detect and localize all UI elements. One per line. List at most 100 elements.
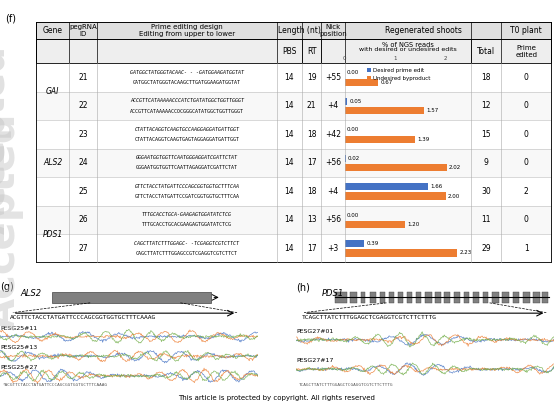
Text: 14: 14 <box>285 73 294 82</box>
FancyBboxPatch shape <box>345 79 378 86</box>
FancyBboxPatch shape <box>444 292 450 303</box>
Text: 15: 15 <box>481 130 491 139</box>
FancyBboxPatch shape <box>542 292 547 303</box>
Text: 1.66: 1.66 <box>430 184 443 189</box>
Text: Total: Total <box>477 47 495 56</box>
Text: 0: 0 <box>524 73 529 82</box>
Text: 1.20: 1.20 <box>407 222 420 227</box>
Text: +55: +55 <box>325 73 341 82</box>
Text: 14: 14 <box>285 102 294 110</box>
Text: Length (nt): Length (nt) <box>278 26 321 35</box>
Text: 21: 21 <box>78 73 88 82</box>
Text: 14: 14 <box>285 215 294 224</box>
FancyBboxPatch shape <box>483 292 488 303</box>
Text: 14: 14 <box>285 130 294 139</box>
Text: +4: +4 <box>327 102 338 110</box>
FancyBboxPatch shape <box>398 292 403 303</box>
Text: 0.00: 0.00 <box>347 127 359 132</box>
Text: CTATTACAGGTCAAGTGCCAAGGAGGATGATTGGT: CTATTACAGGTCAAGTGCCAAGGAGGATGATTGGT <box>135 127 239 132</box>
Text: 0: 0 <box>343 56 346 61</box>
Text: GGGAATGGTGGTTCAATGGGAGGATCGATTCTAT: GGGAATGGTGGTTCAATGGGAGGATCGATTCTAT <box>136 155 238 160</box>
FancyBboxPatch shape <box>370 292 376 303</box>
Text: TTTGCACCTGCA-GAAGAGTGGATATCTCG: TTTGCACCTGCA-GAAGAGTGGATATCTCG <box>142 212 232 217</box>
Text: PESG25#27: PESG25#27 <box>0 365 37 370</box>
FancyBboxPatch shape <box>435 292 440 303</box>
Text: pegRNA
ID: pegRNA ID <box>69 24 97 37</box>
FancyBboxPatch shape <box>345 193 445 199</box>
Text: ALS2: ALS2 <box>43 158 62 167</box>
Text: 23: 23 <box>78 130 88 139</box>
Text: PESG25#13: PESG25#13 <box>0 345 37 350</box>
FancyBboxPatch shape <box>345 240 365 247</box>
Text: Nick
position: Nick position <box>319 24 347 37</box>
Text: 0: 0 <box>524 102 529 110</box>
FancyBboxPatch shape <box>345 155 346 162</box>
Text: 1.39: 1.39 <box>417 137 429 141</box>
Text: 27: 27 <box>78 244 88 253</box>
Text: 30: 30 <box>481 187 491 196</box>
Text: ACCGTTCATAAAAACCCATCTGATATGGCTGGTTGGGT: ACCGTTCATAAAAACCCATCTGATATGGCTGGTTGGGT <box>130 98 244 103</box>
Text: 18: 18 <box>307 187 316 196</box>
FancyBboxPatch shape <box>473 292 479 303</box>
Text: GTTCTACCTATGATTCCGATCGGTGGTGCTTTCAA: GTTCTACCTATGATTCCGATCGGTGGTGCTTTCAA <box>135 194 239 199</box>
Text: TCAGCTTATCTTTGGAGCTCGAGGTCGTCTTCTTTG: TCAGCTTATCTTTGGAGCTCGAGGTCGTCTTCTTTG <box>299 382 393 386</box>
Text: PESG25#11: PESG25#11 <box>0 326 37 331</box>
Text: 0.39: 0.39 <box>367 241 379 246</box>
Text: PDS1: PDS1 <box>322 289 345 298</box>
Text: +4: +4 <box>327 187 338 196</box>
FancyBboxPatch shape <box>36 22 551 39</box>
Text: Regenerated shoots: Regenerated shoots <box>384 26 461 35</box>
Text: 17: 17 <box>307 158 316 167</box>
FancyBboxPatch shape <box>367 76 371 81</box>
FancyBboxPatch shape <box>36 149 551 177</box>
Text: 24: 24 <box>78 158 88 167</box>
Text: Desired prime edit: Desired prime edit <box>373 68 424 73</box>
Text: 26: 26 <box>78 215 88 224</box>
Text: 2: 2 <box>524 187 529 196</box>
FancyBboxPatch shape <box>36 39 551 63</box>
Text: *ACGTTCTACCTATGATTCCCAGCGGTGGTGCTTTCAAAG: *ACGTTCTACCTATGATTCCCAGCGGTGGTGCTTTCAAAG <box>3 382 107 386</box>
Text: 14: 14 <box>285 244 294 253</box>
Text: PDS1: PDS1 <box>43 230 63 239</box>
Text: 14: 14 <box>285 187 294 196</box>
FancyBboxPatch shape <box>335 292 347 303</box>
FancyBboxPatch shape <box>345 249 457 257</box>
Text: RT: RT <box>307 47 316 56</box>
FancyBboxPatch shape <box>36 234 551 262</box>
Text: GATGGCTATGGGTACAAC- - -GATGGAAGATGGTAT: GATGGCTATGGGTACAAC- - -GATGGAAGATGGTAT <box>130 70 244 75</box>
Text: Prime
edited: Prime edited <box>515 45 537 58</box>
Text: 19: 19 <box>307 73 316 82</box>
Text: 0: 0 <box>524 158 529 167</box>
Text: 0: 0 <box>524 215 529 224</box>
Text: 25: 25 <box>78 187 88 196</box>
Text: 11: 11 <box>481 215 491 224</box>
Text: 2.00: 2.00 <box>448 193 460 199</box>
Text: ACCGTTCATAAAAACCOCGGGCATATGGCTGGTTGGGT: ACCGTTCATAAAAACCOCGGGCATATGGCTGGTTGGGT <box>130 108 244 114</box>
FancyBboxPatch shape <box>36 206 551 234</box>
FancyBboxPatch shape <box>36 177 551 206</box>
Text: ACGTTCTACCTATGATTCCCAGCGGTGGTGCTTTCAAAG: ACGTTCTACCTATGATTCCCAGCGGTGGTGCTTTCAAAG <box>11 315 157 320</box>
Text: 17: 17 <box>307 244 316 253</box>
Text: GGGAATGGTGGTTCAATTAGAGGATCGATTCTAT: GGGAATGGTGGTTCAATTAGAGGATCGATTCTAT <box>136 166 238 170</box>
FancyBboxPatch shape <box>345 183 428 190</box>
Text: 18: 18 <box>307 130 316 139</box>
Text: TTTGCACCTGCACGAAGAGTGGATATCTCG: TTTGCACCTGCACGAAGAGTGGATATCTCG <box>142 222 232 227</box>
Text: Prime editing design
Editing from upper to lower: Prime editing design Editing from upper … <box>139 24 235 37</box>
FancyBboxPatch shape <box>416 292 421 303</box>
Text: 22: 22 <box>78 102 88 110</box>
FancyBboxPatch shape <box>345 98 347 105</box>
Text: 2.23: 2.23 <box>459 250 471 256</box>
Text: 0.05: 0.05 <box>350 99 362 104</box>
Text: 14: 14 <box>285 158 294 167</box>
Text: 0.67: 0.67 <box>381 80 393 85</box>
Text: % of NGS reads: % of NGS reads <box>382 42 434 48</box>
Text: 1: 1 <box>524 244 529 253</box>
Text: (g): (g) <box>0 282 14 292</box>
Text: Accepted: Accepted <box>0 46 12 234</box>
FancyBboxPatch shape <box>389 292 394 303</box>
Text: This article is protected by copyright. All rights reserved: This article is protected by copyright. … <box>178 395 376 401</box>
Text: (h): (h) <box>296 282 310 292</box>
Text: PBS: PBS <box>283 47 296 56</box>
Text: GATGGCTATGGGTACAAGCTTGATGGAAGATGGTAT: GATGGCTATGGGTACAAGCTTGATGGAAGATGGTAT <box>133 80 241 85</box>
Text: with desired or undesired edits: with desired or undesired edits <box>359 46 456 52</box>
